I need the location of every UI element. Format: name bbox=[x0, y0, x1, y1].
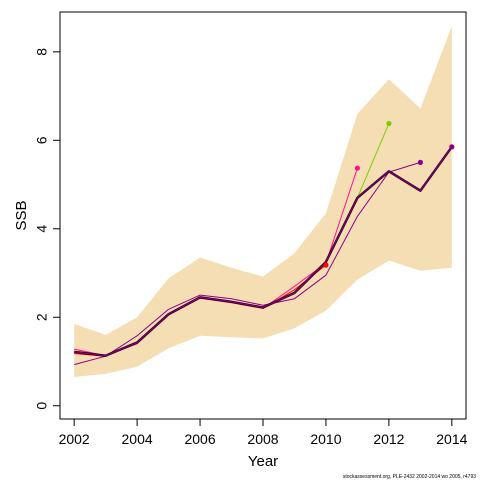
x-tick-label: 2014 bbox=[436, 431, 467, 447]
series-layer bbox=[74, 123, 453, 366]
series-endpoint-6 bbox=[449, 144, 455, 150]
y-tick-label: 8 bbox=[34, 48, 50, 56]
credit-text: stockassessment.org, PLE-2432 2002-2014 … bbox=[343, 474, 476, 480]
y-tick-label: 2 bbox=[34, 313, 50, 321]
endpoint-layer bbox=[323, 120, 455, 268]
x-tick-label: 2008 bbox=[247, 431, 278, 447]
y-tick-label: 6 bbox=[34, 136, 50, 144]
confidence-band-layer bbox=[74, 26, 452, 377]
y-tick-label: 0 bbox=[34, 402, 50, 410]
x-tick-label: 2010 bbox=[310, 431, 341, 447]
series-line-6 bbox=[74, 146, 453, 357]
y-tick-label: 4 bbox=[34, 225, 50, 233]
series-endpoint-4 bbox=[323, 262, 329, 268]
series-endpoint-1 bbox=[417, 159, 423, 165]
x-axis-title: Year bbox=[248, 453, 278, 470]
series-line-1 bbox=[74, 161, 421, 366]
y-axis: 0 2 4 6 8 bbox=[34, 48, 61, 410]
y-axis-title: SSB bbox=[13, 200, 30, 230]
x-axis: 2002 2004 2006 2008 2010 2012 2014 bbox=[59, 418, 468, 447]
confidence-band bbox=[74, 26, 452, 377]
x-tick-label: 2006 bbox=[184, 431, 215, 447]
x-tick-label: 2012 bbox=[373, 431, 404, 447]
x-tick-label: 2004 bbox=[122, 431, 153, 447]
series-endpoint-3 bbox=[386, 120, 392, 127]
x-tick-label: 2002 bbox=[59, 431, 90, 447]
series-endpoint-2 bbox=[354, 165, 360, 171]
